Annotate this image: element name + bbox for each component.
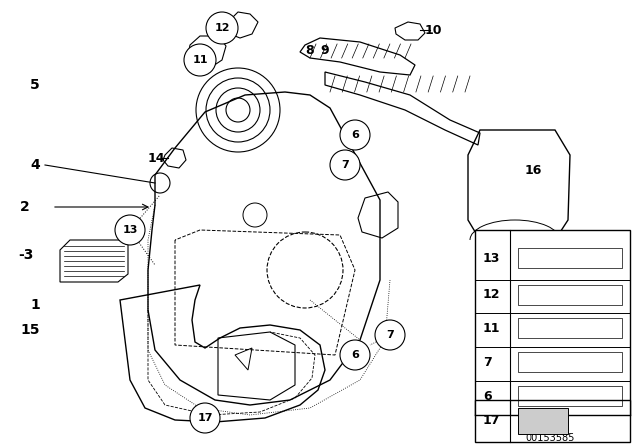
Text: 11: 11 xyxy=(483,322,500,335)
Bar xyxy=(518,248,622,268)
Text: 1: 1 xyxy=(30,298,40,312)
Text: 4: 4 xyxy=(30,158,40,172)
Text: 00153585: 00153585 xyxy=(525,433,575,443)
Circle shape xyxy=(184,44,216,76)
Polygon shape xyxy=(518,408,568,434)
Circle shape xyxy=(340,340,370,370)
Text: -3: -3 xyxy=(18,248,33,262)
Bar xyxy=(518,352,622,372)
Bar xyxy=(518,318,622,338)
Text: 15: 15 xyxy=(20,323,40,337)
Circle shape xyxy=(115,215,145,245)
Text: 8: 8 xyxy=(305,43,314,56)
Text: 12: 12 xyxy=(214,23,230,33)
Text: 14: 14 xyxy=(148,151,166,164)
Bar xyxy=(518,285,622,305)
Bar xyxy=(475,230,630,415)
Text: 7: 7 xyxy=(341,160,349,170)
Text: 17: 17 xyxy=(197,413,212,423)
Text: 17: 17 xyxy=(483,414,500,427)
Text: 12: 12 xyxy=(483,289,500,302)
Text: 16: 16 xyxy=(525,164,542,177)
Text: 9: 9 xyxy=(320,43,328,56)
Text: 11: 11 xyxy=(192,55,208,65)
Text: 6: 6 xyxy=(351,130,359,140)
Text: 6: 6 xyxy=(483,389,492,402)
Text: 7: 7 xyxy=(483,356,492,369)
Text: 6: 6 xyxy=(351,350,359,360)
Text: 13: 13 xyxy=(122,225,138,235)
Text: 2: 2 xyxy=(20,200,29,214)
Text: 5: 5 xyxy=(30,78,40,92)
Circle shape xyxy=(206,12,238,44)
Bar xyxy=(475,400,630,442)
Text: 7: 7 xyxy=(386,330,394,340)
Text: 10: 10 xyxy=(425,23,442,36)
Circle shape xyxy=(190,403,220,433)
Circle shape xyxy=(340,120,370,150)
Text: 13: 13 xyxy=(483,251,500,264)
Circle shape xyxy=(375,320,405,350)
Bar xyxy=(518,386,622,406)
Circle shape xyxy=(330,150,360,180)
